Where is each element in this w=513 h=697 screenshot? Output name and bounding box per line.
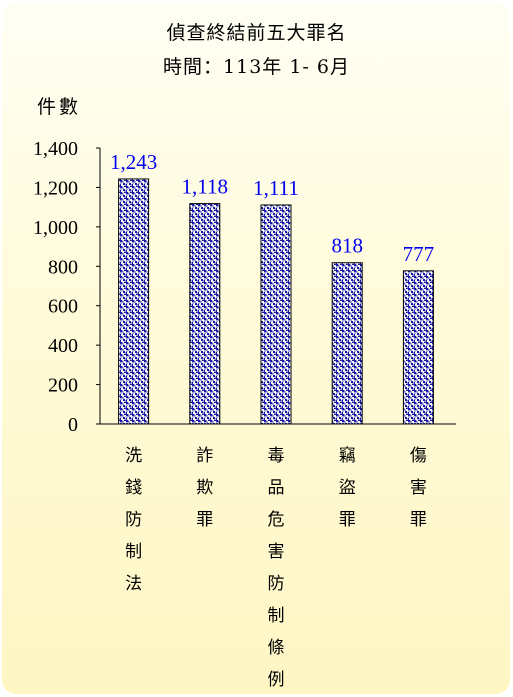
- chart-title: 偵查終結前五大罪名: [166, 22, 347, 44]
- bar: [189, 203, 221, 425]
- data-label: 1,243: [110, 150, 157, 174]
- data-label: 1,118: [182, 175, 228, 199]
- bar: [331, 262, 363, 425]
- bar: [402, 270, 434, 425]
- bars: [118, 178, 434, 425]
- y-tick-label: 800: [48, 256, 78, 278]
- category-label: 毒品危害防制條例: [267, 446, 285, 690]
- data-labels: 1,243 1,118 1,111 818 777: [110, 150, 434, 266]
- y-tick-label: 1,400: [33, 138, 78, 160]
- category-label: 竊盜罪: [338, 446, 356, 530]
- y-tick-label: 400: [48, 335, 78, 357]
- data-label: 1,111: [253, 176, 299, 200]
- data-label: 818: [331, 234, 363, 258]
- y-tick-label: 0: [68, 414, 78, 436]
- category-label: 詐欺罪: [196, 446, 214, 530]
- bar: [260, 204, 292, 425]
- category-label: 傷害罪: [409, 446, 427, 530]
- category-label: 洗錢防制法: [125, 446, 143, 594]
- bar: [118, 178, 150, 425]
- chart-subtitle: 時間：113年 1- 6月: [163, 56, 350, 78]
- y-axis-label: 件數: [37, 96, 82, 118]
- y-tick-labels: 0 200 400 600 800 1,000 1,200 1,400: [33, 138, 78, 436]
- y-tick-label: 1,200: [33, 177, 78, 199]
- y-tick-label: 600: [48, 296, 78, 318]
- data-label: 777: [403, 242, 435, 266]
- y-tick-label: 1,000: [33, 217, 78, 239]
- y-tick-label: 200: [48, 375, 78, 397]
